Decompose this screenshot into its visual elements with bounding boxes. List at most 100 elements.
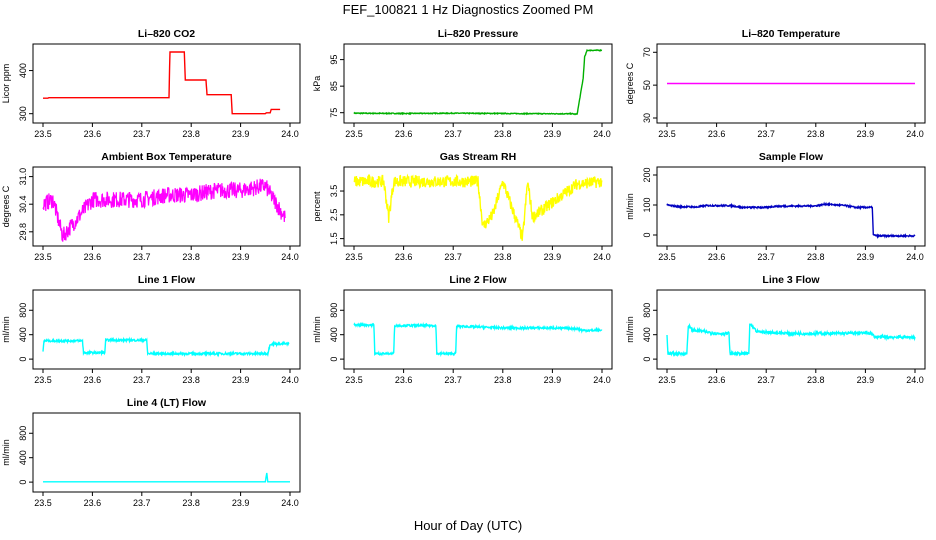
- plot-frame: [32, 412, 301, 493]
- x-tick-label: 23.9: [544, 252, 562, 262]
- plot-frame: [656, 166, 926, 247]
- plot-frame: [656, 43, 926, 124]
- x-tick-label: 23.9: [857, 129, 875, 139]
- x-tick-label: 23.7: [757, 375, 775, 385]
- x-tick-label: 23.8: [182, 498, 200, 508]
- y-axis-label: kPa: [312, 76, 322, 92]
- x-tick-label: 23.9: [544, 129, 562, 139]
- y-axis-label: ml/min: [1, 316, 11, 343]
- y-axis-label: percent: [312, 191, 322, 222]
- panel-8: Line 2 Flow ml/min 23.5 23.6 23.7 23.8 23.9 24.…: [312, 274, 613, 385]
- x-tick-label: 23.8: [807, 252, 825, 262]
- y-tick-label: 800: [642, 303, 652, 318]
- y-tick-label: 400: [18, 450, 28, 465]
- panel-title: Line 3 Flow: [762, 274, 820, 286]
- y-tick-label: 0: [642, 357, 652, 362]
- x-tick-label: 23.8: [807, 375, 825, 385]
- x-tick-label: 23.5: [345, 252, 363, 262]
- series-line: [666, 201, 916, 240]
- y-tick-label: 3.5: [329, 185, 339, 198]
- x-tick-label: 23.6: [84, 375, 102, 385]
- y-tick-label: 31.0: [18, 168, 28, 186]
- plot-frame: [343, 166, 613, 247]
- x-tick-label: 23.7: [757, 252, 775, 262]
- panel-10: Line 4 (LT) Flow ml/min 23.5 23.6 23.7 23.8 23…: [1, 397, 301, 508]
- x-tick-label: 23.8: [182, 129, 200, 139]
- y-tick-label: 70: [642, 47, 652, 57]
- panel-9: Line 3 Flow ml/min 23.5 23.6 23.7 23.8 23.9 24.…: [625, 274, 926, 385]
- y-tick-label: 800: [329, 303, 339, 318]
- x-tick-label: 23.5: [658, 129, 676, 139]
- x-tick-label: 23.5: [34, 498, 52, 508]
- plot-frame: [32, 166, 301, 247]
- x-tick-label: 24.0: [281, 498, 299, 508]
- x-tick-label: 23.7: [444, 129, 462, 139]
- y-tick-label: 0: [18, 480, 28, 485]
- panel-title: Li–820 Pressure: [438, 28, 519, 40]
- x-tick-label: 24.0: [281, 129, 299, 139]
- x-tick-label: 23.5: [345, 129, 363, 139]
- y-tick-label: 50: [642, 80, 652, 90]
- y-axis-label: degrees C: [625, 62, 635, 104]
- y-tick-label: 100: [642, 197, 652, 212]
- x-tick-label: 23.6: [708, 375, 726, 385]
- series-line: [43, 472, 290, 483]
- x-tick-label: 23.6: [708, 252, 726, 262]
- x-tick-label: 23.5: [34, 252, 52, 262]
- y-tick-label: 75: [329, 108, 339, 118]
- page-title: FEF_100821 1 Hz Diagnostics Zoomed PM: [342, 2, 594, 17]
- series-line: [353, 321, 603, 358]
- x-tick-label: 23.6: [84, 252, 102, 262]
- series-line: [353, 173, 603, 241]
- y-tick-label: 1.5: [329, 232, 339, 245]
- y-axis-label: ml/min: [625, 193, 635, 220]
- y-tick-label: 400: [329, 327, 339, 342]
- x-tick-label: 23.8: [494, 129, 512, 139]
- panel-title: Gas Stream RH: [440, 151, 516, 163]
- x-tick-label: 23.8: [494, 252, 512, 262]
- x-tick-label: 23.6: [84, 498, 102, 508]
- y-tick-label: 30.4: [18, 195, 28, 213]
- x-tick-label: 23.5: [345, 375, 363, 385]
- x-tick-label: 23.8: [182, 375, 200, 385]
- panel-1: Li–820 CO2 Licor ppm 23.5 23.6 23.7 23.8 23.9 2…: [1, 28, 301, 139]
- x-tick-label: 23.7: [444, 375, 462, 385]
- plot-frame: [32, 43, 301, 124]
- panel-title: Line 4 (LT) Flow: [127, 397, 207, 409]
- x-axis-label: Hour of Day (UTC): [413, 518, 523, 533]
- x-tick-label: 23.5: [658, 252, 676, 262]
- x-tick-label: 23.8: [494, 375, 512, 385]
- x-tick-label: 23.6: [708, 129, 726, 139]
- plot-frame: [656, 289, 926, 370]
- panel-6: Sample Flow ml/min 23.5 23.6 23.7 23.8 23.9 24.…: [625, 151, 926, 262]
- panel-3: Li–820 Temperature degrees C 23.5 23.6 23.7 2…: [625, 28, 926, 139]
- series-line: [42, 178, 286, 242]
- y-tick-label: 85: [329, 81, 339, 91]
- plot-frame: [32, 289, 301, 370]
- x-tick-label: 24.0: [906, 252, 924, 262]
- y-tick-label: 800: [18, 303, 28, 318]
- y-axis-label: ml/min: [312, 316, 322, 343]
- y-axis-label: ml/min: [1, 439, 11, 466]
- x-tick-label: 24.0: [593, 252, 611, 262]
- x-tick-label: 23.5: [34, 129, 52, 139]
- panel-title: Sample Flow: [759, 151, 824, 163]
- panel-title: Li–820 CO2: [138, 28, 195, 40]
- plot-frame: [343, 43, 613, 124]
- y-tick-label: 0: [329, 357, 339, 362]
- x-tick-label: 23.6: [395, 129, 413, 139]
- x-tick-label: 23.6: [84, 129, 102, 139]
- x-tick-label: 23.5: [34, 375, 52, 385]
- panel-title: Ambient Box Temperature: [101, 151, 232, 163]
- panel-7: Line 1 Flow ml/min 23.5 23.6 23.7 23.8 23.9 24.…: [1, 274, 301, 385]
- y-tick-label: 95: [329, 55, 339, 65]
- panel-title: Line 1 Flow: [138, 274, 196, 286]
- x-tick-label: 23.7: [757, 129, 775, 139]
- x-tick-label: 23.9: [232, 252, 250, 262]
- x-tick-label: 23.8: [807, 129, 825, 139]
- x-tick-label: 24.0: [593, 129, 611, 139]
- y-tick-label: 200: [642, 167, 652, 182]
- x-tick-label: 24.0: [281, 252, 299, 262]
- x-tick-label: 23.8: [182, 252, 200, 262]
